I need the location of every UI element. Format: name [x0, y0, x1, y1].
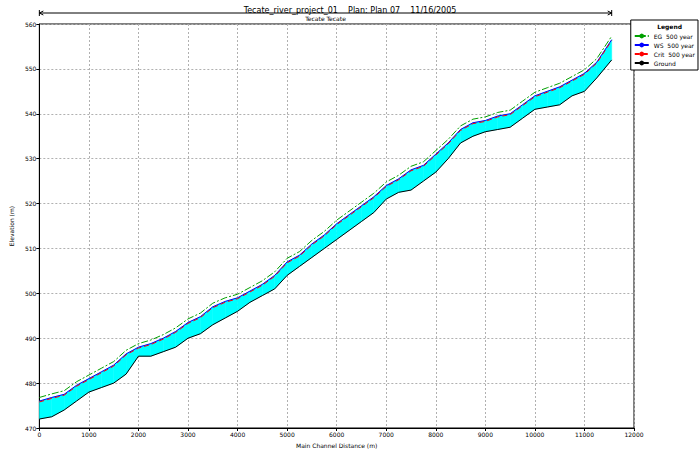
- svg-text:Elevation (m): Elevation (m): [8, 206, 15, 246]
- svg-text:0: 0: [37, 431, 41, 438]
- svg-text:Ground: Ground: [654, 60, 676, 67]
- svg-text:9000: 9000: [478, 431, 493, 438]
- svg-text:Main Channel Distance (m): Main Channel Distance (m): [296, 442, 377, 449]
- svg-text:2000: 2000: [131, 431, 146, 438]
- svg-text:5000: 5000: [279, 431, 294, 438]
- svg-text:1000: 1000: [81, 431, 96, 438]
- svg-text:500: 500: [25, 290, 37, 297]
- svg-text:11000: 11000: [575, 431, 594, 438]
- svg-text:EG 500 year: EG 500 year: [654, 33, 694, 41]
- svg-text:470: 470: [25, 425, 37, 432]
- svg-text:8000: 8000: [428, 431, 443, 438]
- svg-text:510: 510: [25, 245, 37, 252]
- svg-text:540: 540: [25, 110, 37, 117]
- svg-text:12000: 12000: [624, 431, 643, 438]
- svg-text:560: 560: [25, 21, 37, 28]
- svg-text:3000: 3000: [180, 431, 195, 438]
- svg-text:6000: 6000: [329, 431, 344, 438]
- svg-text:490: 490: [25, 335, 37, 342]
- svg-text:Tecate_river_project_01 Pla: Tecate_river_project_01 Plan: Plan 07 11…: [243, 6, 457, 15]
- svg-text:10000: 10000: [525, 431, 544, 438]
- svg-text:520: 520: [25, 200, 37, 207]
- svg-text:480: 480: [25, 380, 37, 387]
- svg-text:4000: 4000: [230, 431, 245, 438]
- svg-text:530: 530: [25, 155, 37, 162]
- svg-text:Legend: Legend: [657, 23, 682, 31]
- svg-text:550: 550: [25, 65, 37, 72]
- svg-text:7000: 7000: [379, 431, 394, 438]
- svg-text:WS 500 year: WS 500 year: [654, 42, 695, 50]
- svg-text:Tecate Tecate: Tecate Tecate: [304, 15, 346, 22]
- svg-text:Crit 500 year: Crit 500 year: [654, 51, 696, 59]
